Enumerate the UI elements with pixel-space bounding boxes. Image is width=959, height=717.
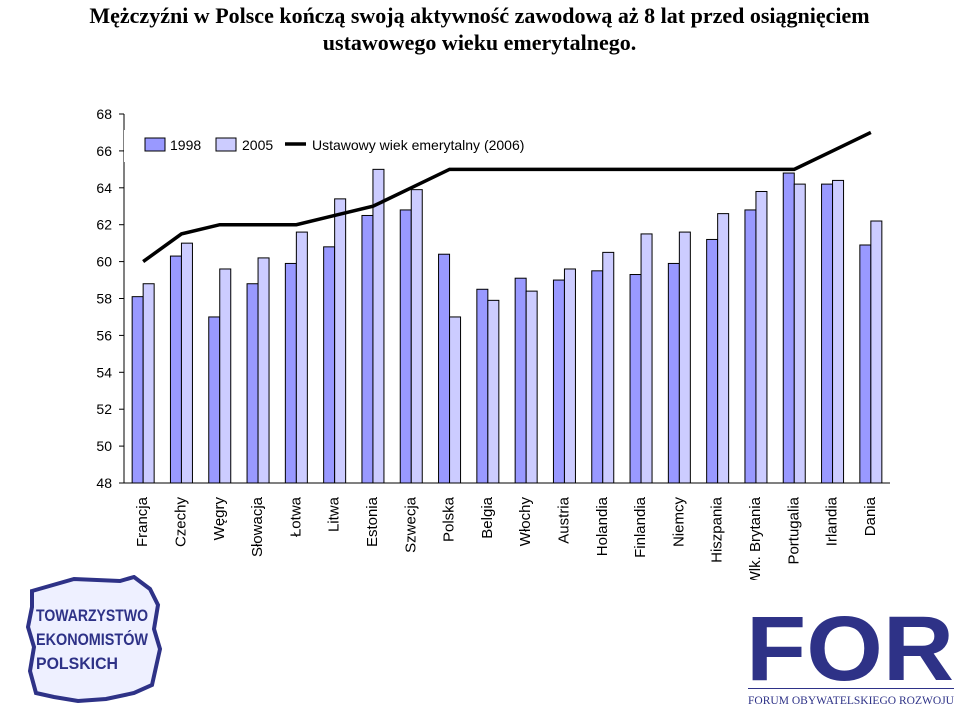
bar-2005 [793,183,806,484]
bar-2005 [180,242,193,484]
y-tick-label: 58 [96,291,112,307]
title-line-2: ustawowego wieku emerytalnego. [322,30,637,55]
statutory-age-line [142,130,872,264]
y-tick-label: 64 [96,180,112,196]
bar-1998 [552,279,565,484]
bar-1998 [706,238,719,484]
bar-2005 [678,231,691,484]
bar-chart: 48 50 52 54 56 58 60 62 64 66 68 1998 2005 Ustawowy … [96,106,890,580]
bar-2005 [219,268,232,484]
legend-swatch-2005 [215,137,237,152]
bar-1998 [208,316,221,484]
x-tick-label: Węgry [211,497,228,541]
bar-1998 [361,214,374,484]
bar-2005 [870,220,883,484]
x-tick-label: Szwecja [402,496,419,553]
y-tick-label: 56 [96,327,112,343]
bar-2005 [832,179,845,484]
y-tick-label: 54 [96,364,112,380]
bar-1998 [859,244,872,484]
bar-2005 [717,213,730,484]
x-tick-label: Łotwa [287,496,304,537]
legend-label-1998: 1998 [170,137,201,153]
x-tick-label: Polska [441,496,458,542]
x-tick-label: Wlk. Brytania [747,496,764,580]
title-line-1: Mężczyźni w Polsce kończą swoją aktywnoś… [89,3,870,28]
bar-1998 [629,274,642,484]
bar-2005 [142,283,155,484]
bar-1998 [246,283,259,484]
bar-1998 [284,262,297,484]
bar-2005 [449,316,462,484]
bar-2005 [295,231,308,484]
tep-logo-line-1: TOWARZYSTWO [36,606,148,625]
bar-1998 [667,262,680,484]
tep-logo: TOWARZYSTWO EKONOMISTÓW POLSKICH [25,575,163,704]
for-logo-wordmark: FOR [746,598,954,700]
x-tick-label: Niemcy [670,497,687,548]
bar-2005 [640,233,653,484]
y-tick-label: 66 [96,143,112,159]
y-tick-label: 60 [96,254,112,270]
legend-background [124,130,594,162]
for-logo-subtitle: FORUM OBYWATELSKIEGO ROZWOJU [748,693,954,707]
x-tick-label: Litwa [326,496,343,532]
for-logo-divider [748,688,954,689]
bar-1998 [821,183,834,484]
for-logo: FOR FORUM OBYWATELSKIEGO ROZWOJU [746,598,954,707]
y-tick-label: 52 [96,401,112,417]
bar-2005 [602,251,615,484]
bar-1998 [169,255,182,484]
chart-title: Mężczyźni w Polsce kończą swoją aktywnoś… [0,2,959,56]
bar-2005 [487,299,500,484]
x-tick-label: Słowacja [249,496,266,557]
y-tick-label: 62 [96,217,112,233]
bars-layer [131,168,883,484]
bar-2005 [755,190,768,484]
x-axis-labels: Francja Czechy Węgry Słowacja Łotwa Litwa Esto… [134,496,879,580]
tep-logo-line-3: POLSKICH [36,654,118,673]
x-tick-label: Holandia [594,496,611,556]
bar-2005 [372,168,385,484]
x-tick-label: Irlandia [824,496,841,546]
y-tick-label: 48 [96,475,112,491]
legend-label-2005: 2005 [242,137,273,153]
bar-1998 [476,288,489,484]
x-tick-label: Estonia [364,496,381,547]
x-tick-label: Hiszpania [709,496,726,563]
x-tick-label: Finlandia [632,496,649,558]
x-tick-label: Dania [862,496,879,536]
legend-label-line: Ustawowy wiek emerytalny (2006) [312,137,524,153]
y-tick-label: 68 [96,106,112,122]
bar-1998 [399,209,412,484]
line-layer [142,130,872,264]
tep-logo-line-2: EKONOMISTÓW [36,630,149,649]
bar-1998 [782,172,795,484]
bar-2005 [525,290,538,484]
bar-2005 [334,198,347,484]
tep-logo-map-shape [25,575,163,704]
bar-1998 [514,277,527,484]
x-tick-label: Austria [555,496,572,543]
bar-2005 [563,268,576,484]
x-tick-label: Czechy [172,497,189,548]
bar-2005 [257,257,270,484]
bar-1998 [591,270,604,484]
axis-layer: 48 50 52 54 56 58 60 62 64 66 68 [96,106,890,491]
x-tick-label: Portugalia [785,496,802,564]
legend-swatch-1998 [144,137,166,152]
bar-1998 [323,246,336,484]
bar-1998 [131,296,144,484]
legend: 1998 2005 Ustawowy wiek emerytalny (2006) [124,130,594,162]
bar-1998 [438,253,451,484]
bar-2005 [410,189,423,484]
y-tick-label: 50 [96,438,112,454]
bar-1998 [744,209,757,484]
x-tick-label: Belgia [479,496,496,538]
x-tick-label: Włochy [517,497,534,547]
x-tick-label: Francja [134,496,151,547]
